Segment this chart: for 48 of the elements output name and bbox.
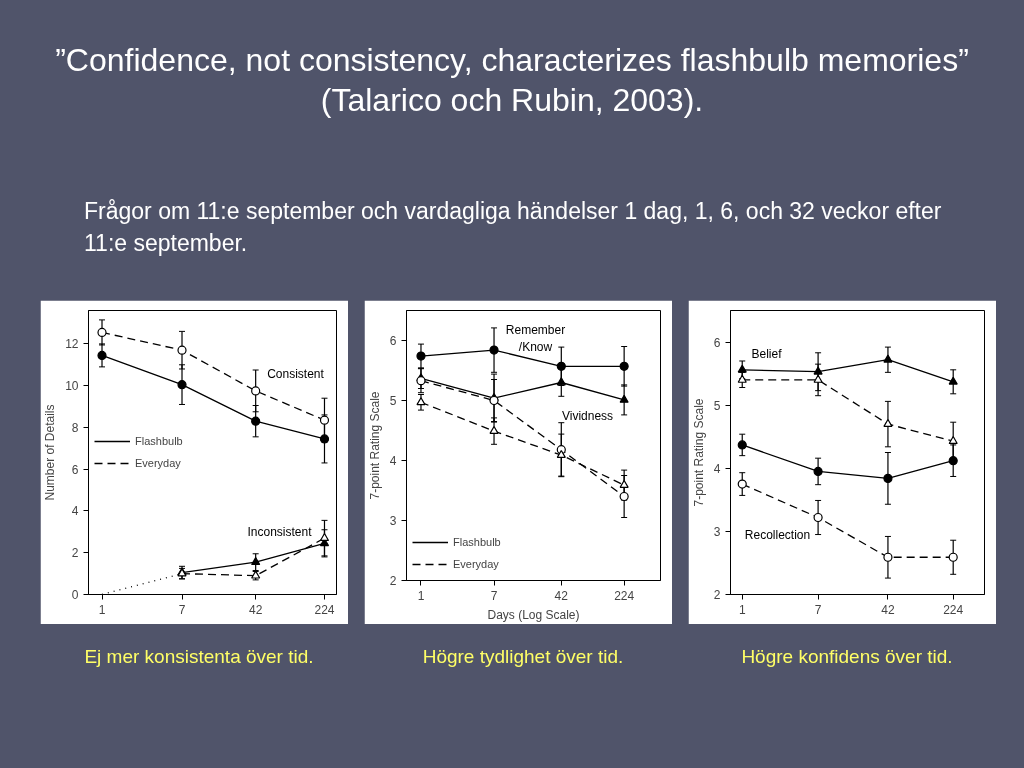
x-tick-label: 1 (98, 602, 106, 617)
y-axis-title: 7-point Rating Scale (691, 398, 706, 507)
y-tick-label: 3 (713, 524, 721, 539)
text: Ej mer konsistenta över tid. (84, 645, 314, 669)
y-axis-title: Number of Details (43, 404, 58, 501)
y-tick-label: 5 (389, 394, 397, 408)
y-tick-label: 6 (713, 335, 721, 350)
legend-label: Everyday (453, 558, 499, 570)
y-tick-label: 4 (713, 461, 721, 476)
legend-label: Everyday (135, 457, 181, 469)
legend-label: Flashbulb (453, 536, 501, 548)
annotation: Recollection (744, 527, 811, 542)
y-axis-title: 7-point Rating Scale (367, 391, 382, 500)
y-tick-label: 4 (71, 504, 79, 519)
x-tick-label: 224 (943, 602, 964, 617)
y-tick-label: 8 (71, 420, 79, 435)
x-tick-label: 224 (614, 588, 635, 603)
y-tick-label: 6 (71, 462, 79, 477)
x-tick-label: 42 (249, 602, 263, 617)
x-tick-label: 7 (178, 602, 186, 617)
annotation: Remember /Know (505, 323, 566, 354)
legend-label: Flashbulb (135, 435, 183, 447)
y-tick-label: 5 (713, 398, 721, 413)
x-axis-title: Days (Log Scale) (487, 607, 580, 622)
x-tick-label: 1 (417, 588, 425, 603)
annotation: Vividness (561, 408, 614, 423)
text: Frågor om 11:e september och vardagliga händelser 1 dag, 1, 6, och 32 veckor efter 11:e september. (84, 197, 943, 259)
y-tick-label: 0 (71, 588, 79, 602)
annotation: Consistent (267, 366, 325, 381)
x-tick-label: 42 (881, 602, 895, 617)
x-tick-label: 42 (554, 588, 569, 603)
y-tick-label: 6 (389, 334, 397, 348)
x-tick-label: 224 (314, 602, 335, 617)
y-tick-label: 3 (389, 514, 397, 528)
text: ”Confidence, not consistency, characterizes flashbulb memories” (Talarico och Rubin, 2003). (54, 41, 970, 120)
text: Högre tydlighet över tid. (422, 645, 624, 669)
y-tick-label: 2 (389, 574, 397, 588)
annotation: Inconsistent (247, 524, 313, 539)
y-tick-label: 4 (389, 454, 397, 468)
y-tick-label: 2 (71, 546, 79, 561)
y-tick-label: 2 (713, 588, 721, 602)
y-tick-label: 10 (65, 379, 79, 394)
x-tick-label: 7 (490, 588, 498, 603)
annotation: Belief (751, 346, 783, 361)
text: Högre konfidens över tid. (741, 645, 953, 669)
x-tick-label: 1 (738, 602, 746, 617)
y-tick-label: 12 (65, 337, 79, 352)
x-tick-label: 7 (814, 602, 822, 617)
